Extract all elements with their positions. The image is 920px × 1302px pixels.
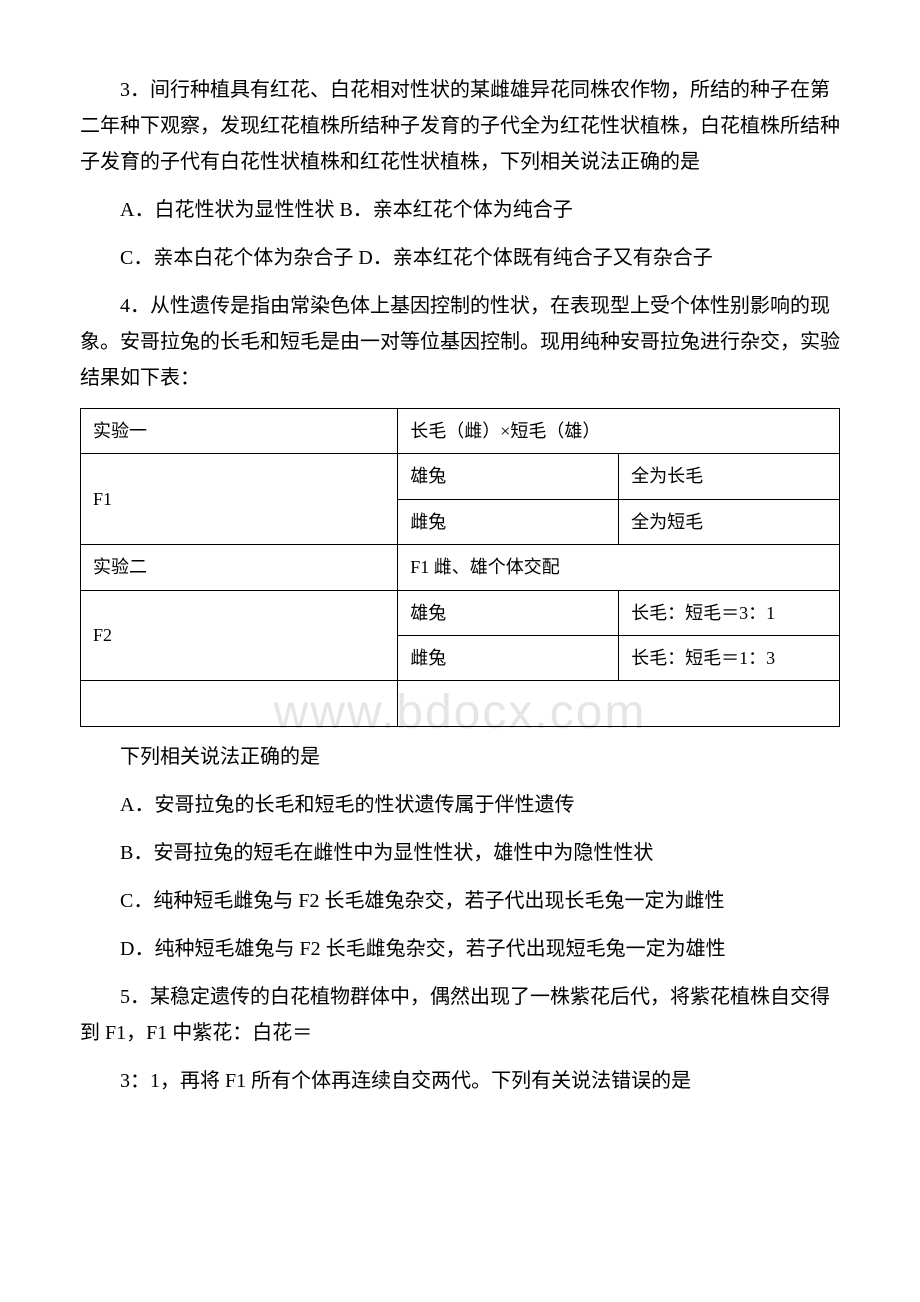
cell-f1-male: 雄兔 xyxy=(398,454,619,499)
cell-exp2-cross: F1 雌、雄个体交配 xyxy=(398,545,840,590)
cell-f2-male: 雄兔 xyxy=(398,590,619,635)
question-4-followup: 下列相关说法正确的是 xyxy=(80,739,840,775)
question-3-options-cd: C．亲本白花个体为杂合子 D．亲本红花个体既有纯合子又有杂合子 xyxy=(80,240,840,276)
table-row: 实验二 F1 雌、雄个体交配 xyxy=(81,545,840,590)
cell-empty xyxy=(398,681,840,726)
experiment-table: 实验一 长毛（雌）×短毛（雄） F1 雄兔 全为长毛 雌兔 全为短毛 实验二 F… xyxy=(80,408,840,727)
cell-f1-female: 雌兔 xyxy=(398,499,619,544)
cell-f2-male-result: 长毛：短毛＝3：1 xyxy=(619,590,840,635)
cell-f1-label: F1 xyxy=(81,454,398,545)
cell-f2-female-result: 长毛：短毛＝1：3 xyxy=(619,635,840,680)
table-row: F2 雄兔 长毛：短毛＝3：1 xyxy=(81,590,840,635)
cell-exp1-cross: 长毛（雌）×短毛（雄） xyxy=(398,409,840,454)
table-row xyxy=(81,681,840,726)
question-3-text: 3．间行种植具有红花、白花相对性状的某雌雄异花同株农作物，所结的种子在第二年种下… xyxy=(80,72,840,180)
question-5-continuation: 3：1，再将 F1 所有个体再连续自交两代。下列有关说法错误的是 xyxy=(80,1063,840,1099)
question-4-option-a: A．安哥拉兔的长毛和短毛的性状遗传属于伴性遗传 xyxy=(80,787,840,823)
cell-f1-female-result: 全为短毛 xyxy=(619,499,840,544)
question-3-options-ab: A．白花性状为显性性状 B．亲本红花个体为纯合子 xyxy=(80,192,840,228)
cell-empty xyxy=(81,681,398,726)
cell-exp2-label: 实验二 xyxy=(81,545,398,590)
cell-f1-male-result: 全为长毛 xyxy=(619,454,840,499)
cell-exp1-label: 实验一 xyxy=(81,409,398,454)
question-4-option-d: D．纯种短毛雄兔与 F2 长毛雌兔杂交，若子代出现短毛兔一定为雄性 xyxy=(80,931,840,967)
document-content: 3．间行种植具有红花、白花相对性状的某雌雄异花同株农作物，所结的种子在第二年种下… xyxy=(80,72,840,1099)
cell-f2-female: 雌兔 xyxy=(398,635,619,680)
table-row: 实验一 长毛（雌）×短毛（雄） xyxy=(81,409,840,454)
question-5-text: 5．某稳定遗传的白花植物群体中，偶然出现了一株紫花后代，将紫花植株自交得到 F1… xyxy=(80,979,840,1051)
cell-f2-label: F2 xyxy=(81,590,398,681)
question-4-option-b: B．安哥拉兔的短毛在雌性中为显性性状，雄性中为隐性性状 xyxy=(80,835,840,871)
table-row: F1 雄兔 全为长毛 xyxy=(81,454,840,499)
question-4-option-c: C．纯种短毛雌兔与 F2 长毛雄兔杂交，若子代出现长毛兔一定为雌性 xyxy=(80,883,840,919)
question-4-text: 4．从性遗传是指由常染色体上基因控制的性状，在表现型上受个体性别影响的现象。安哥… xyxy=(80,288,840,396)
